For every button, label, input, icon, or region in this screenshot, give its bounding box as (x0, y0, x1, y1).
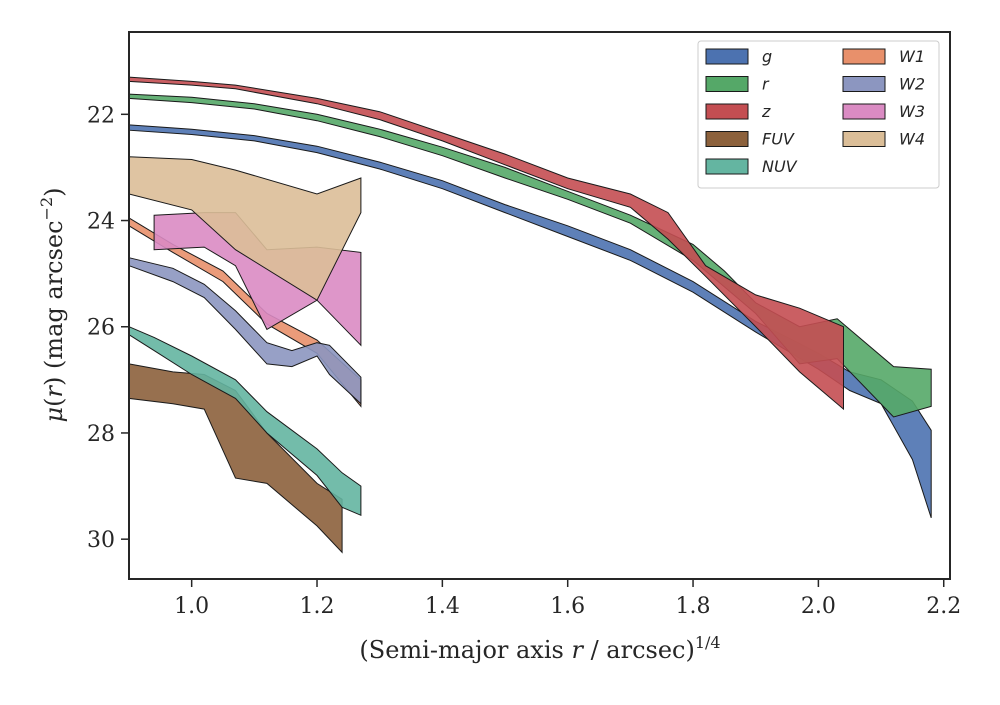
y-tick-label: 26 (87, 316, 115, 341)
legend-label-g: g (762, 47, 772, 66)
band-W4 (128, 156, 362, 301)
band-r (128, 93, 932, 418)
legend-swatch-FUV (705, 131, 749, 147)
legend-label-FUV: FUV (762, 130, 795, 149)
plot-frame (128, 31, 951, 580)
legend-label-W2: W2 (899, 75, 925, 94)
legend-swatch-W1 (842, 48, 886, 65)
legend-swatch-W3 (842, 103, 886, 120)
legend-label-r: r (762, 75, 770, 94)
legend-swatch-NUV (705, 158, 749, 175)
data-bands (128, 76, 932, 554)
x-tick-label: 1.8 (676, 594, 711, 619)
band-W1 (128, 217, 362, 408)
y-tick-label: 30 (87, 528, 115, 553)
legend-label-W3: W3 (899, 102, 925, 121)
legend-label-z: z (761, 102, 771, 121)
legend-swatch-W2 (842, 76, 886, 92)
legend-label-NUV: NUV (762, 157, 798, 176)
x-axis-label: (Semi-major axis r / arcsec)1/4 (359, 633, 720, 664)
legend-swatch-g (705, 48, 749, 65)
y-tick-label: 28 (87, 422, 115, 447)
y-tick-label: 22 (87, 103, 115, 128)
band-z (128, 76, 844, 411)
x-tick-label: 2.2 (926, 594, 961, 619)
x-tick-label: 1.2 (300, 594, 335, 619)
legend-swatch-r (705, 76, 749, 92)
x-tick-label: 1.6 (550, 594, 585, 619)
x-tick-label: 1.0 (174, 594, 209, 619)
band-W2 (128, 257, 362, 405)
x-axis-ticks: 1.0 1.2 1.4 1.6 1.8 2.0 2.2 (174, 579, 961, 619)
legend-swatch-W4 (842, 131, 886, 147)
legend-label-W4: W4 (899, 130, 925, 149)
legend-swatch-z (705, 103, 749, 120)
legend-label-W1: W1 (899, 47, 925, 66)
legend: grz FUV NUV W1 W2 W3 W4 (697, 40, 940, 189)
y-axis-label: μ(r) (mag arcsec−2) (37, 187, 68, 422)
x-tick-label: 2.0 (801, 594, 836, 619)
x-tick-label: 1.4 (425, 594, 460, 619)
band-g (128, 124, 932, 519)
y-tick-label: 24 (87, 210, 115, 235)
band-NUV (128, 325, 362, 517)
y-axis-ticks: 22 24 26 28 30 (87, 103, 129, 553)
